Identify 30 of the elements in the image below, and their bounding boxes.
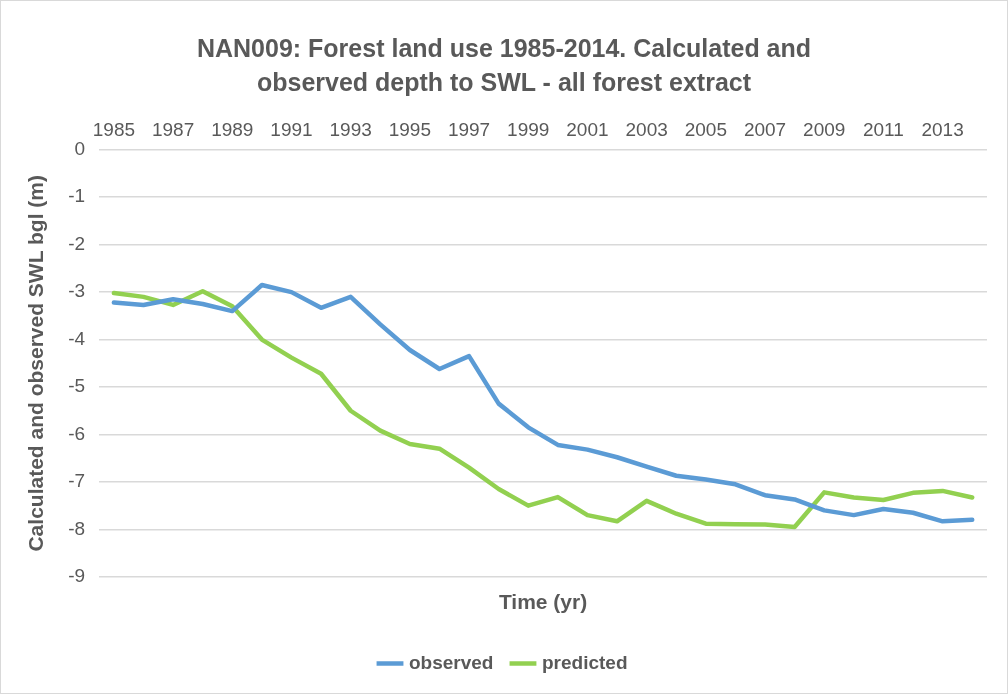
y-tick-label: -8 — [68, 517, 86, 539]
y-tick-label: -7 — [68, 470, 86, 492]
y-tick-label: -2 — [68, 232, 86, 254]
y-axis-title: Calculated and observed SWL bgl (m) — [24, 175, 48, 552]
x-tick-label: 1989 — [211, 118, 254, 140]
x-tick-label: 2005 — [684, 118, 727, 140]
x-axis-title: Time (yr) — [498, 590, 588, 614]
legend-label: observed — [409, 651, 494, 673]
x-tick-label: 1985 — [92, 118, 136, 140]
x-tick-label: 1997 — [447, 118, 491, 140]
x-tick-label: 2011 — [862, 118, 904, 140]
x-tick-label: 1999 — [507, 118, 550, 140]
y-tick-label: 0 — [74, 138, 86, 160]
y-tick-label: -4 — [68, 327, 86, 349]
x-tick-label: 1991 — [270, 118, 313, 140]
x-tick-label: 1995 — [388, 118, 431, 140]
x-tick-label: 1987 — [151, 118, 195, 140]
y-tick-label: -5 — [68, 375, 86, 397]
x-tick-label: 1993 — [329, 118, 372, 140]
y-tick-label: -9 — [68, 565, 86, 587]
legend-label: predicted — [541, 651, 628, 673]
x-tick-label: 2009 — [803, 118, 846, 140]
chart-title: NAN009: Forest land use 1985-2014. Calculated and observed depth to SWL - all forest extract — [195, 33, 813, 98]
x-tick-label: 2001 — [566, 118, 609, 140]
y-tick-label: -3 — [68, 280, 86, 302]
y-tick-label: -1 — [68, 185, 86, 207]
y-tick-label: -6 — [68, 422, 86, 444]
x-tick-label: 2003 — [625, 118, 668, 140]
x-tick-label: 2013 — [921, 118, 964, 140]
x-tick-label: 2007 — [743, 118, 787, 140]
